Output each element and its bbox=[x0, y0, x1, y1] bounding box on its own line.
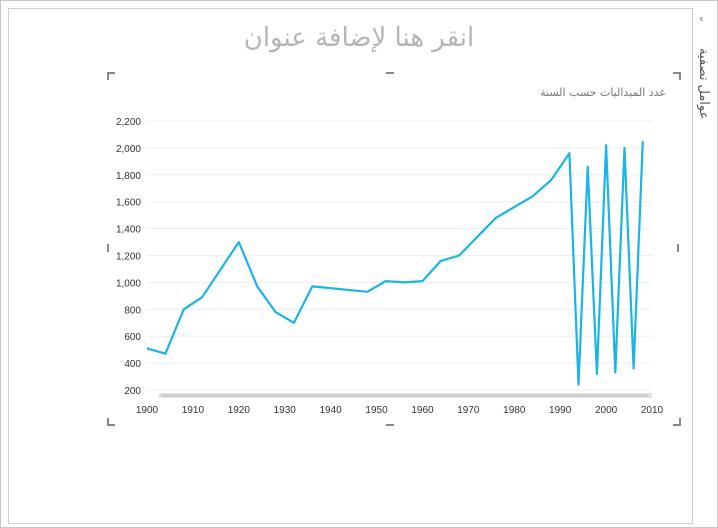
selection-handle-top[interactable] bbox=[386, 72, 394, 74]
filter-pane[interactable]: ‹ عوامل تصفية bbox=[692, 8, 717, 522]
title-placeholder[interactable]: انقر هنا لإضافة عنوان bbox=[243, 23, 475, 53]
selection-handle-left[interactable] bbox=[107, 244, 109, 252]
selection-corner-bottom-left[interactable] bbox=[107, 418, 115, 426]
collapse-chevron-icon[interactable]: ‹ bbox=[699, 12, 704, 25]
filter-pane-label: عوامل تصفية bbox=[696, 48, 711, 120]
chart-title: عدد الميداليات حسب السنة bbox=[540, 86, 666, 99]
selection-handle-bottom[interactable] bbox=[386, 424, 394, 426]
selection-handle-right[interactable] bbox=[677, 244, 679, 252]
selection-corner-bottom-right[interactable] bbox=[673, 418, 681, 426]
selection-corner-top-right[interactable] bbox=[673, 72, 681, 80]
selection-corner-top-left[interactable] bbox=[107, 72, 115, 80]
